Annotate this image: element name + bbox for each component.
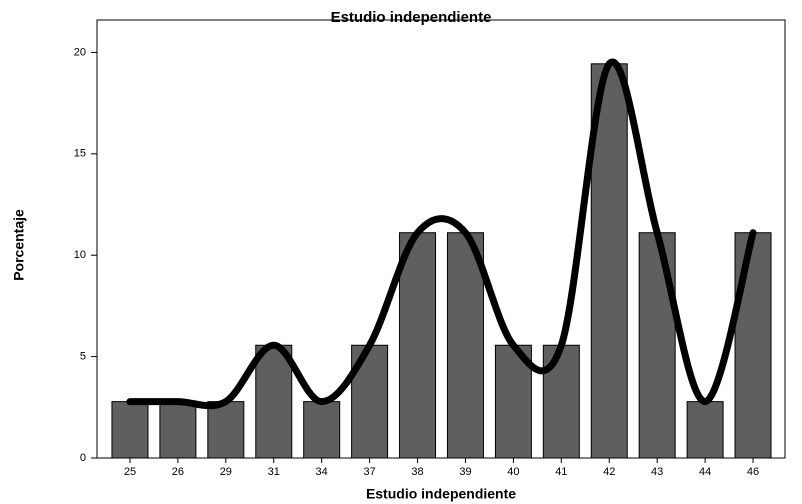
y-tick-label: 0 bbox=[80, 452, 86, 464]
bar bbox=[111, 401, 149, 459]
bar bbox=[542, 344, 580, 459]
x-tick-label: 42 bbox=[603, 466, 615, 478]
x-tick-label: 39 bbox=[459, 466, 471, 478]
bar bbox=[207, 401, 245, 459]
bar bbox=[446, 232, 484, 459]
x-tick-label: 46 bbox=[747, 466, 759, 478]
bar bbox=[159, 401, 197, 459]
y-tick-label: 15 bbox=[74, 148, 86, 160]
x-tick-label: 43 bbox=[651, 466, 663, 478]
x-tick-label: 38 bbox=[411, 466, 423, 478]
bar bbox=[255, 344, 293, 459]
bar bbox=[399, 232, 437, 459]
plot-frame bbox=[96, 19, 786, 459]
y-tick-label: 5 bbox=[80, 351, 86, 363]
bar bbox=[686, 401, 724, 459]
x-tick-label: 34 bbox=[316, 466, 328, 478]
density-curve bbox=[126, 58, 757, 410]
x-tick-label: 44 bbox=[699, 466, 711, 478]
x-tick-label: 37 bbox=[363, 466, 375, 478]
bar bbox=[638, 232, 676, 459]
x-tick-label: 29 bbox=[220, 466, 232, 478]
x-tick-label: 41 bbox=[555, 466, 567, 478]
bar bbox=[303, 401, 341, 459]
y-tick-label: 10 bbox=[74, 249, 86, 261]
x-tick-label: 31 bbox=[268, 466, 280, 478]
y-axis-label: Porcentaje bbox=[11, 209, 27, 281]
x-tick-label: 26 bbox=[172, 466, 184, 478]
chart-title: Estudio independiente bbox=[331, 9, 492, 26]
x-tick-label: 25 bbox=[124, 466, 136, 478]
x-tick-label: 40 bbox=[507, 466, 519, 478]
y-tick-label: 20 bbox=[74, 46, 86, 58]
x-axis-label: Estudio independiente bbox=[366, 486, 516, 502]
bar bbox=[734, 232, 772, 459]
